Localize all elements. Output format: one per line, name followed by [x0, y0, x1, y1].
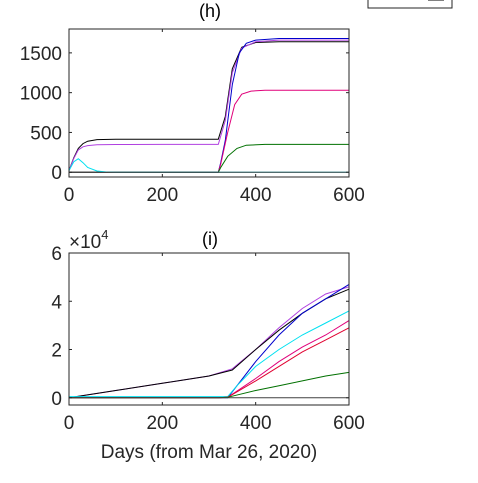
- chart-i-ytick-label: 6: [51, 244, 62, 265]
- chart-i-axes-box: [68, 252, 350, 406]
- chart-i-ticks: 0 200 400 600 0 2 4 6: [51, 244, 364, 434]
- chart-i-xtick-label: 600: [333, 413, 365, 434]
- chart-i-ytick-label: 0: [51, 389, 62, 410]
- chart-h-xtick-label: 400: [240, 185, 272, 206]
- chart-i-plot: [68, 283, 350, 399]
- chart-h-series-5: [68, 158, 349, 173]
- chart-h-xtick-label: 600: [333, 185, 365, 206]
- chart-h-ytick-label: 0: [51, 163, 62, 184]
- chart-h-ticks: 0 200 400 600 0 500 1000 1500: [20, 29, 365, 206]
- chart-i-xtick-label: 400: [240, 413, 272, 434]
- chart-h-ytick-label: 500: [30, 123, 62, 144]
- chart-i-ytick-label: 2: [51, 341, 62, 362]
- chart-h-xtick-label: 200: [146, 185, 178, 206]
- legend-box: [367, 0, 453, 9]
- chart-i-series-3: [69, 310, 350, 398]
- chart-h-axes-box: [68, 28, 350, 178]
- chart-i-series-5: [69, 327, 350, 399]
- chart-i-series-2: [69, 283, 350, 399]
- chart-h-xtick-label: 0: [64, 185, 75, 206]
- chart-i-xtick-label: 200: [146, 413, 178, 434]
- chart-h-ytick-label: 1000: [20, 84, 62, 105]
- chart-i-ytick-label: 4: [51, 292, 62, 313]
- chart-h-plot: [68, 38, 349, 173]
- chart-h-series-2: [69, 38, 349, 173]
- chart-i-title: (i): [202, 229, 218, 249]
- chart-h-series-1: [68, 39, 349, 171]
- chart-h-series-0: [68, 41, 349, 171]
- chart-h: (h) 0 200 400 600 0 500 1000 1500: [20, 1, 365, 206]
- chart-i: (i) ×104 0 200 400 600 0 2 4 6 Days (from Mar 2…: [51, 227, 364, 463]
- chart-h-series-4: [69, 143, 349, 173]
- chart-i-xtick-label: 0: [64, 413, 75, 434]
- chart-h-ytick-label: 1500: [20, 44, 62, 65]
- chart-i-exponent: ×104: [69, 227, 108, 253]
- chart-i-series-0: [68, 286, 350, 399]
- chart-i-xlabel: Days (from Mar 26, 2020): [101, 442, 317, 463]
- chart-h-title: (h): [199, 1, 221, 21]
- chart-h-series-3: [69, 89, 349, 173]
